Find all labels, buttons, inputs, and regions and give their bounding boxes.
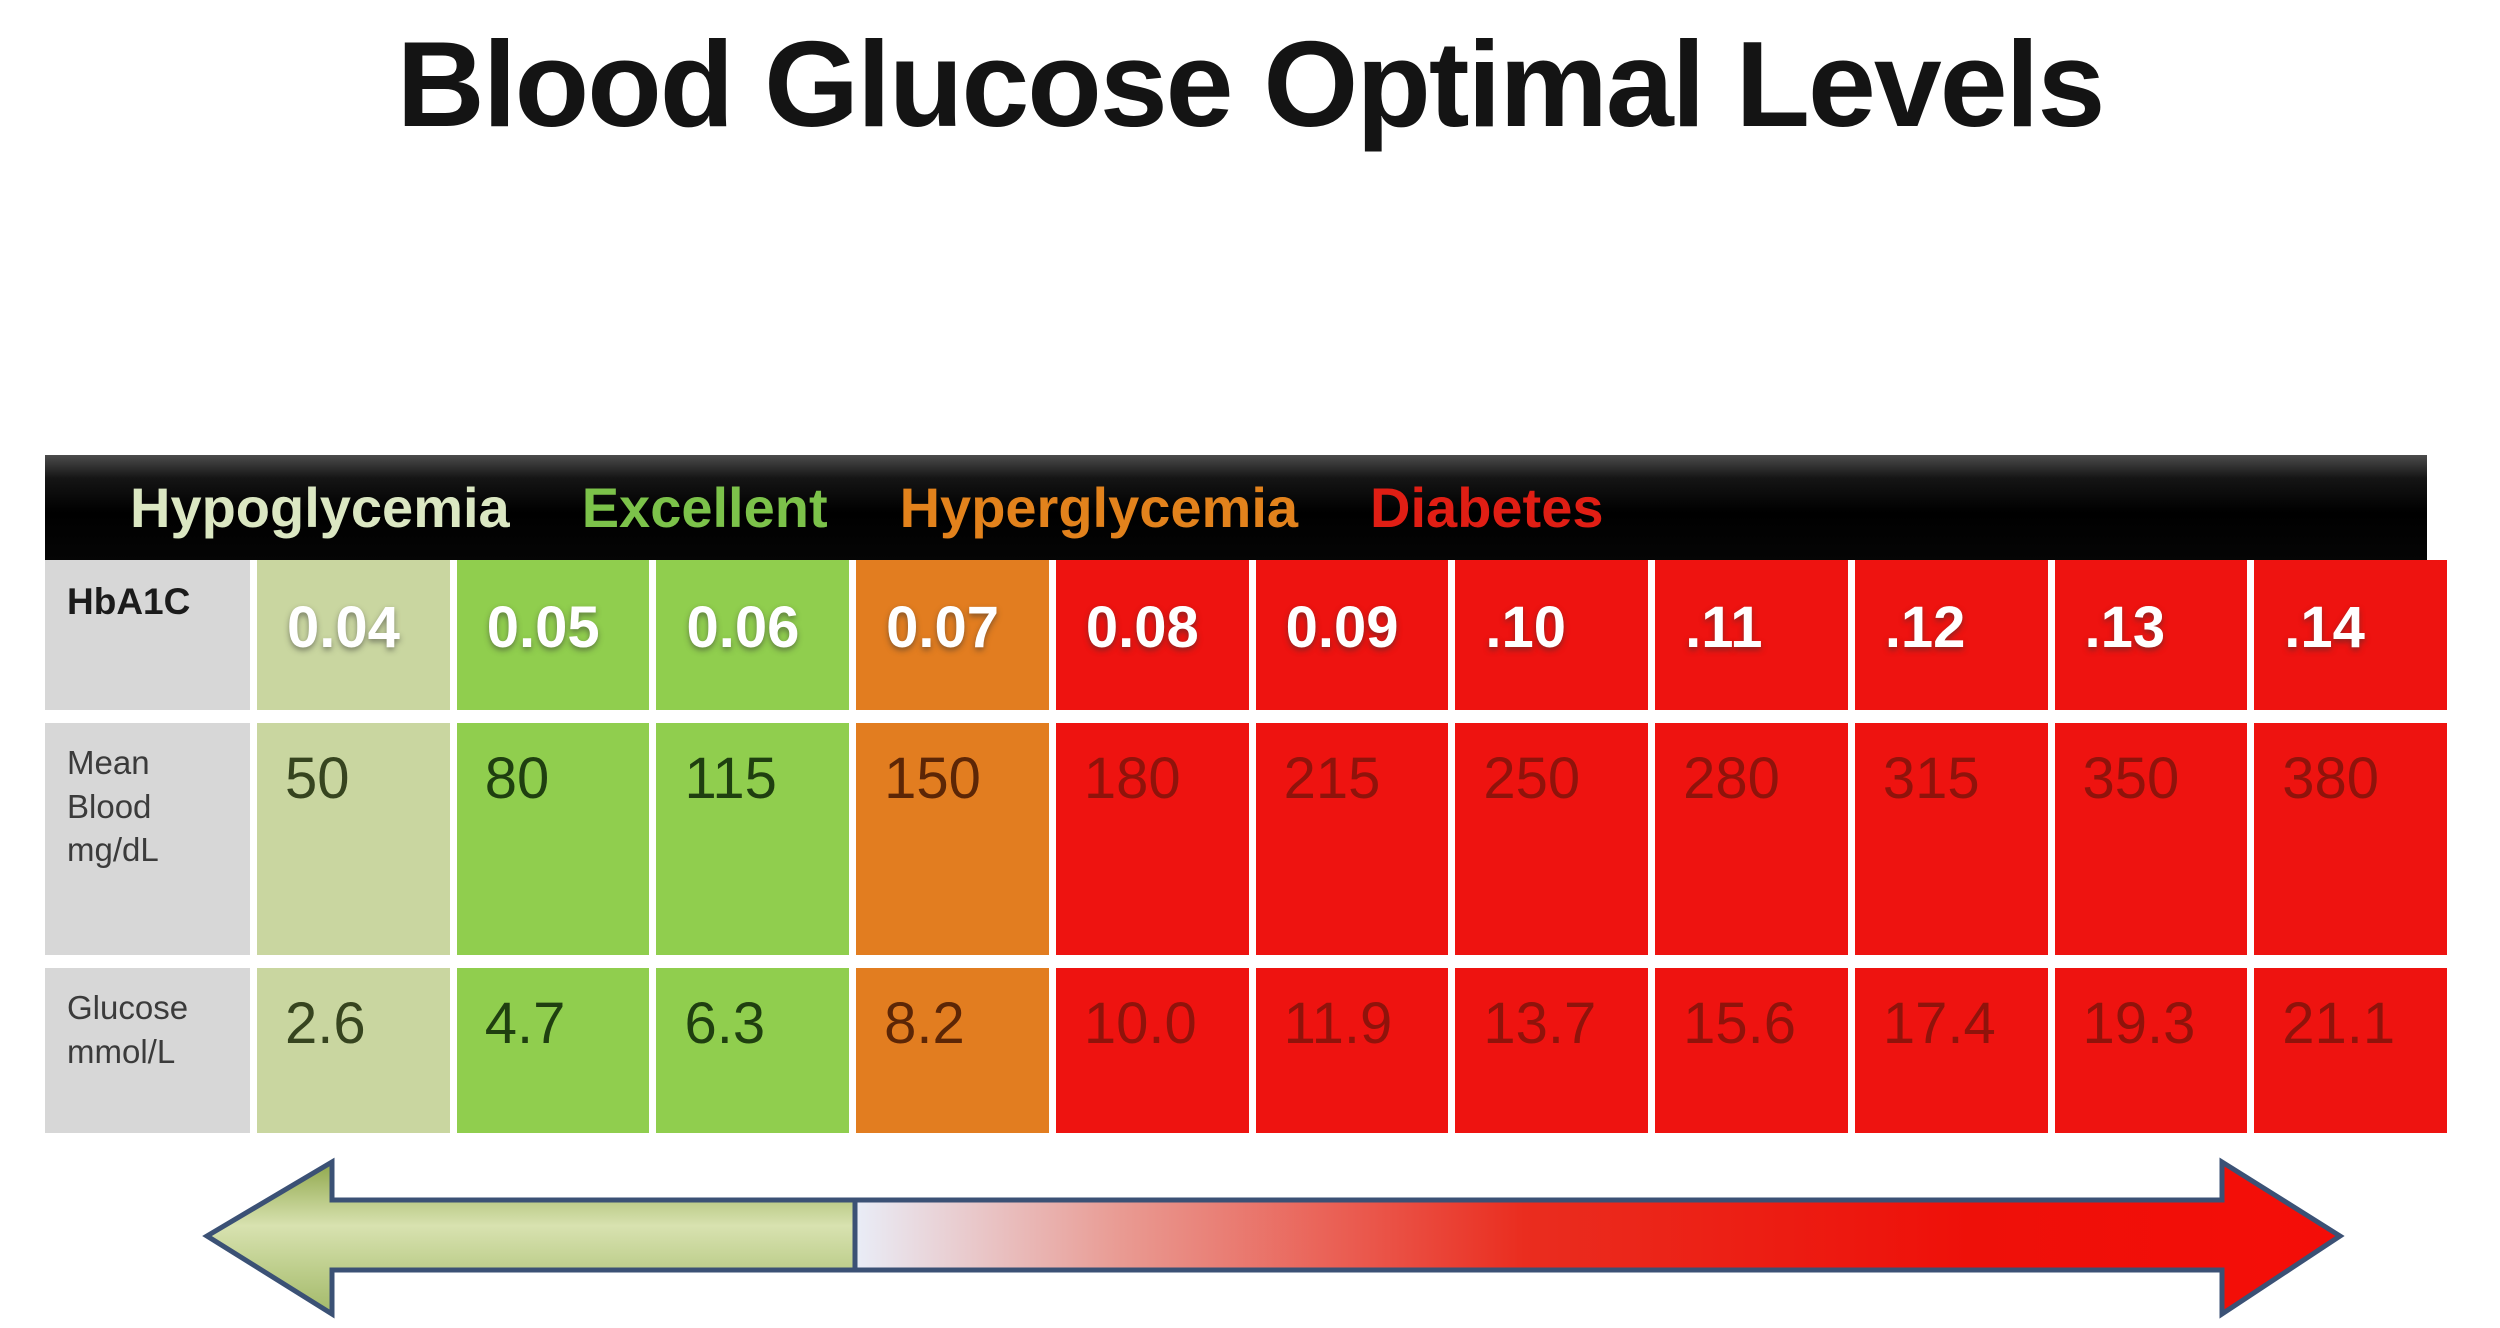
hba1c-cell: 0.08 [1055, 560, 1249, 710]
mean-blood-cell: 380 [2254, 723, 2447, 955]
mean-blood-cell: 315 [1854, 723, 2048, 955]
legend-label-hypoglycemia: Hypoglycemia [130, 476, 510, 539]
hba1c-cell: .14 [2254, 560, 2447, 710]
glucose-cell: 8.2 [856, 968, 1049, 1133]
hba1c-cell: .12 [1854, 560, 2048, 710]
double-arrow-icon [202, 1157, 2345, 1319]
glucose-cell: 15.6 [1655, 968, 1848, 1133]
glucose-cell: 6.3 [656, 968, 850, 1133]
legend-label-excellent: Excellent [581, 476, 828, 539]
row-header-mean-blood: Mean Blood mg/dL [45, 723, 250, 955]
glucose-cell: 17.4 [1854, 968, 2048, 1133]
glucose-cell: 2.6 [257, 968, 450, 1133]
mean-blood-cell: 280 [1655, 723, 1848, 955]
hba1c-cell: 0.09 [1255, 560, 1449, 710]
mean-blood-cell: 180 [1055, 723, 1249, 955]
mean-blood-cell: 115 [656, 723, 850, 955]
hba1c-cell: .13 [2054, 560, 2248, 710]
legend-label-hyperglycemia: Hyperglycemia [899, 476, 1299, 539]
glucose-cell: 19.3 [2054, 968, 2248, 1133]
glucose-cell: 4.7 [456, 968, 650, 1133]
page-title: Blood Glucose Optimal Levels [396, 16, 2106, 152]
glucose-cell: 11.9 [1255, 968, 1449, 1133]
hba1c-cell: 0.04 [257, 560, 450, 710]
legend-bar: Hypoglycemia Excellent Hyperglycemia Dia… [45, 455, 2427, 560]
mean-blood-cell: 350 [2054, 723, 2248, 955]
arrow-right-red-segment [852, 1157, 2345, 1319]
hba1c-cell: 0.06 [656, 560, 850, 710]
mean-blood-cell: 80 [456, 723, 650, 955]
hba1c-cell: .10 [1455, 560, 1649, 710]
arrow-left-green-segment [202, 1157, 858, 1319]
glucose-cell: 13.7 [1455, 968, 1649, 1133]
row-header-hba1c: HbA1C [45, 560, 250, 710]
hba1c-cell: .11 [1655, 560, 1848, 710]
mean-blood-cell: 150 [856, 723, 1049, 955]
legend-label-diabetes: Diabetes [1370, 476, 1604, 539]
glucose-cell: 21.1 [2254, 968, 2447, 1133]
row-header-glucose: Glucose mmol/L [45, 968, 250, 1133]
glucose-cell: 10.0 [1055, 968, 1249, 1133]
mean-blood-cell: 50 [257, 723, 450, 955]
mean-blood-cell: 215 [1255, 723, 1449, 955]
hba1c-cell: 0.05 [456, 560, 650, 710]
hba1c-cell: 0.07 [856, 560, 1049, 710]
glucose-levels-table: HbA1C 0.04 0.05 0.06 0.07 0.08 0.09 .10 … [45, 560, 2447, 1133]
mean-blood-cell: 250 [1455, 723, 1649, 955]
